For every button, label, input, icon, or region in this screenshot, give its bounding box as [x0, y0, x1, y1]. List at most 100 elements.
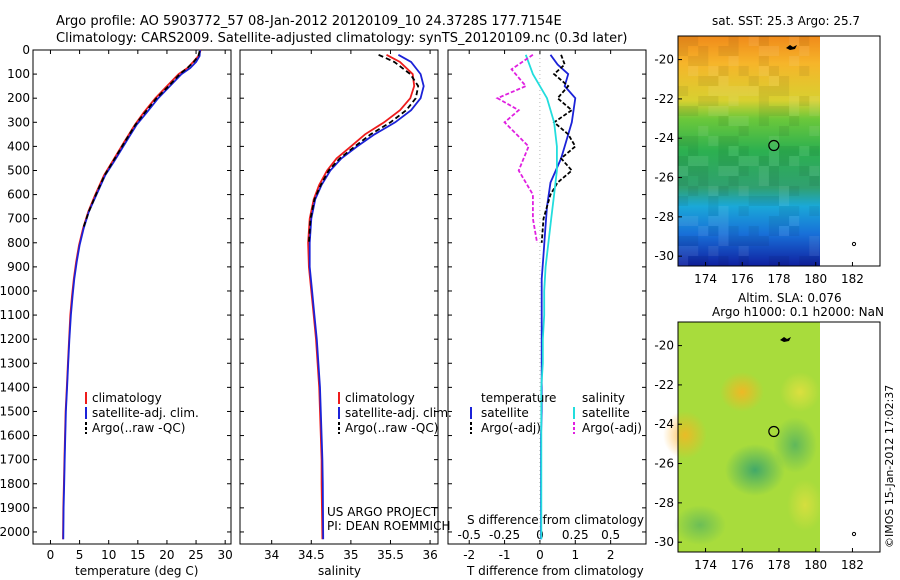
sst-pixel: [758, 116, 769, 126]
depth-tick-label: 1200: [0, 332, 30, 346]
x-tick-label: 30: [218, 548, 233, 562]
sst-pixel: [799, 36, 810, 46]
sst-land-mask: [820, 36, 880, 266]
map-x-tick-label: 176: [731, 558, 754, 572]
legend-label-satellite: satellite-adj. clim.: [345, 406, 452, 420]
sst-island-small: [851, 241, 857, 247]
sst-pixel: [718, 236, 729, 246]
sst-pixel: [708, 246, 719, 256]
legend-label-climatology: climatology: [345, 391, 415, 405]
sst-pixel: [789, 106, 800, 116]
legend-label-climatology: climatology: [92, 391, 162, 405]
sst-pixel: [708, 86, 719, 96]
sst-pixel: [698, 126, 709, 136]
sst-pixel: [678, 216, 689, 226]
sst-pixel: [809, 146, 820, 156]
sst-pixel: [678, 176, 689, 186]
sst-pixel: [789, 56, 800, 66]
sst-pixel: [708, 136, 719, 146]
sst-pixel: [789, 146, 800, 156]
sst-pixel: [779, 216, 790, 226]
sst-pixel: [718, 146, 729, 156]
sst-pixel: [728, 86, 739, 96]
depth-tick-label: 2000: [0, 525, 30, 539]
map-y-tick-label: -24: [654, 131, 674, 145]
x-tick-label: 20: [159, 548, 174, 562]
map-y-tick-label: -20: [654, 339, 674, 353]
map-y-tick-label: -30: [654, 535, 674, 549]
sst-pixel: [708, 106, 719, 116]
s-tick-label: 0.25: [562, 528, 589, 542]
sst-pixel: [748, 196, 759, 206]
map-y-tick-label: -28: [654, 496, 674, 510]
map-y-tick-label: -20: [654, 53, 674, 67]
sla-island-small: [851, 531, 857, 537]
x-tick-label: 25: [188, 548, 203, 562]
sst-pixel: [728, 46, 739, 56]
sst-pixel: [779, 146, 790, 156]
sst-pixel: [779, 106, 790, 116]
depth-tick-label: 1800: [0, 477, 30, 491]
project-label: US ARGO PROJECT: [327, 505, 439, 519]
series-layer: [62, 49, 577, 544]
sst-pixel: [718, 186, 729, 196]
sst-pixel: [728, 36, 739, 46]
figure-title-line1: Argo profile: AO 5903772_57 08-Jan-2012 …: [56, 14, 562, 29]
sst-pixel: [718, 106, 729, 116]
sst-pixel: [728, 156, 739, 166]
sst-pixel: [708, 196, 719, 206]
legend-label-s-argo: Argo(-adj): [582, 421, 642, 435]
sst-pixel: [728, 136, 739, 146]
sst-pixel: [789, 186, 800, 196]
depth-tick-label: 400: [7, 139, 30, 153]
map-y-tick-label: -28: [654, 210, 674, 224]
sst-pixel: [779, 226, 790, 236]
sst-pixel: [779, 186, 790, 196]
sst-pixel: [688, 106, 699, 116]
sst-pixel: [758, 66, 769, 76]
sst-pixel: [799, 96, 810, 106]
sst-pixel: [678, 136, 689, 146]
sst-pixel: [678, 46, 689, 56]
depth-tick-label: 1100: [0, 308, 30, 322]
depth-tick-label: 900: [7, 260, 30, 274]
sst-pixel: [678, 166, 689, 176]
depth-tick-label: 1700: [0, 453, 30, 467]
series-line-satellite-adj-clim-: [62, 49, 201, 540]
sst-pixel: [768, 46, 779, 56]
depth-tick-label: 1500: [0, 404, 30, 418]
sst-pixel: [809, 96, 820, 106]
sst-pixel: [779, 256, 790, 266]
sst-pixel: [738, 206, 749, 216]
sst-pixel: [718, 206, 729, 216]
sst-pixel: [688, 36, 699, 46]
sst-pixel: [768, 66, 779, 76]
sst-pixel: [688, 136, 699, 146]
map-x-tick-label: 178: [768, 558, 791, 572]
legend-label-argo: Argo(..raw -QC): [92, 421, 185, 435]
sst-pixel: [809, 256, 820, 266]
argo-position-marker: [768, 425, 780, 438]
legend-label-s-satellite: satellite: [582, 406, 630, 420]
sst-pixel: [698, 226, 709, 236]
sst-pixel: [738, 246, 749, 256]
sst-pixel: [758, 86, 769, 96]
sst-pixel: [748, 36, 759, 46]
sst-pixel: [758, 196, 769, 206]
sst-pixel: [809, 236, 820, 246]
figure-title-line2: Climatology: CARS2009. Satellite-adjuste…: [56, 31, 628, 46]
map-x-tick-label: 180: [804, 272, 827, 286]
sst-pixel: [758, 46, 769, 56]
x-tick-label: 10: [101, 548, 116, 562]
sst-pixel: [799, 146, 810, 156]
sst-pixel: [698, 156, 709, 166]
depth-tick-label: 200: [7, 91, 30, 105]
depth-tick-label: 1400: [0, 380, 30, 394]
map-x-tick-label: 182: [841, 558, 864, 572]
sst-pixel: [728, 236, 739, 246]
sst-pixel: [688, 146, 699, 156]
sst-pixel: [799, 256, 810, 266]
depth-tick-label: 1900: [0, 501, 30, 515]
series-line-s-satellite: [524, 54, 558, 540]
sst-pixel: [718, 156, 729, 166]
